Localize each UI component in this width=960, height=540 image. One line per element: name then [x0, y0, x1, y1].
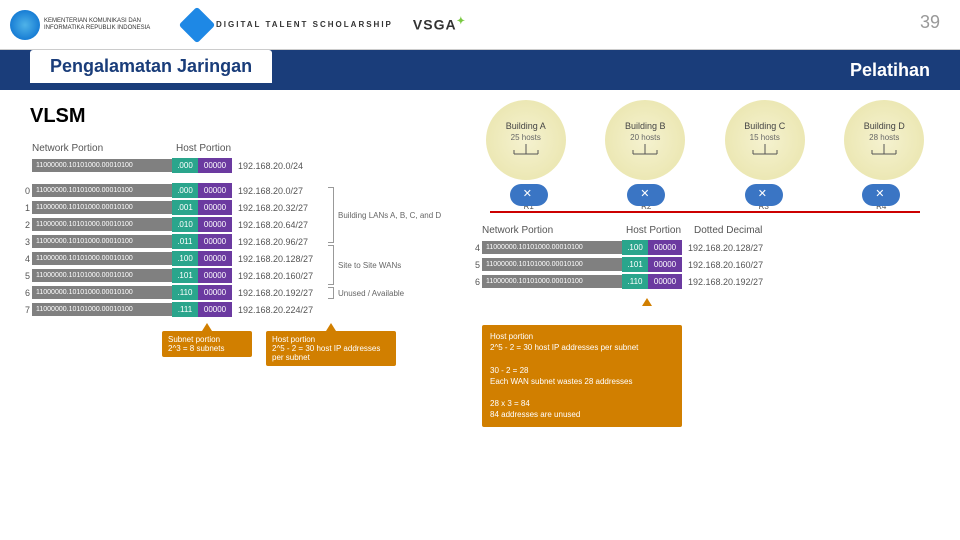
arrow-icon — [642, 298, 652, 306]
page-number: 39 — [920, 12, 940, 33]
net-bits: 11000000.10101000.00010100 — [32, 159, 172, 172]
left-top-row: 11000000.10101000.00010100 .000 00000 19… — [32, 158, 460, 173]
logo-vsga: VSGA✦ — [413, 16, 466, 33]
wan-link-line — [490, 211, 920, 213]
callout-subnet: Subnet portion 2^3 = 8 subnets — [162, 331, 252, 357]
subnet-row: 711000000.10101000.00010100.11100000192.… — [20, 302, 460, 317]
title-left: Pengalamatan Jaringan — [30, 50, 272, 83]
arrow-icon — [202, 323, 212, 331]
right-callout: Host portion 2^5 - 2 = 30 host IP addres… — [482, 325, 682, 427]
building: Building C15 hosts — [725, 100, 805, 182]
router: R2 — [627, 184, 665, 211]
hdr-host-portion: Host Portion — [176, 143, 236, 154]
logo-vsga-text: VSGA✦ — [413, 16, 466, 33]
hdr-network-portion: Network Portion — [32, 143, 172, 154]
title-bar: Pengalamatan Jaringan Pelatihan — [0, 50, 960, 90]
bracket-unused: Unused / Available — [338, 289, 404, 298]
dotted-decimal: 192.168.20.0/24 — [238, 161, 330, 171]
subnet-row: 511000000.10101000.00010100.10100000192.… — [470, 257, 940, 272]
left-subnet-rows: Building LANs A, B, C, and D Site to Sit… — [20, 183, 460, 317]
router: R4 — [862, 184, 900, 211]
subnet-row: 611000000.10101000.00010100.11000000192.… — [470, 274, 940, 289]
header-logos: KEMENTERIAN KOMUNIKASI DAN INFORMATIKA R… — [0, 0, 960, 50]
logo-kominfo-text: KEMENTERIAN KOMUNIKASI DAN INFORMATIKA R… — [44, 18, 164, 31]
building: Building A25 hosts — [486, 100, 566, 182]
hdr-host-portion: Host Portion — [626, 225, 686, 236]
building: Building B20 hosts — [605, 100, 685, 182]
hdr-dotted-decimal: Dotted Decimal — [694, 225, 784, 236]
hdr-network-portion: Network Portion — [482, 225, 622, 236]
arrow-icon — [326, 323, 336, 331]
logo-digitalent: DIGITAL TALENT SCHOLARSHIP — [184, 12, 393, 38]
section-title: VLSM — [30, 105, 460, 128]
right-subnet-rows: 411000000.10101000.00010100.10000000192.… — [470, 240, 940, 289]
right-headers: Network Portion Host Portion Dotted Deci… — [482, 225, 940, 236]
building: Building D28 hosts — [844, 100, 924, 182]
bracket-wan: Site to Site WANs — [338, 261, 401, 270]
logo-digitalent-text: DIGITAL TALENT SCHOLARSHIP — [216, 20, 393, 29]
router: R3 — [745, 184, 783, 211]
left-headers: Network Portion Host Portion — [32, 143, 460, 154]
digitalent-icon — [179, 6, 216, 43]
kominfo-icon — [10, 10, 40, 40]
buildings-row: Building A25 hosts Building B20 hosts Buil… — [470, 100, 940, 182]
callout-host: Host portion 2^5 - 2 = 30 host IP addres… — [266, 331, 396, 366]
sub-bits: .000 — [172, 158, 198, 173]
title-right: Pelatihan — [850, 60, 930, 81]
bracket-lan: Building LANs A, B, C, and D — [338, 211, 441, 220]
router: R1 — [510, 184, 548, 211]
subnet-row: 411000000.10101000.00010100.10000000192.… — [470, 240, 940, 255]
host-bits: 00000 — [198, 158, 232, 173]
logo-kominfo: KEMENTERIAN KOMUNIKASI DAN INFORMATIKA R… — [10, 10, 164, 40]
